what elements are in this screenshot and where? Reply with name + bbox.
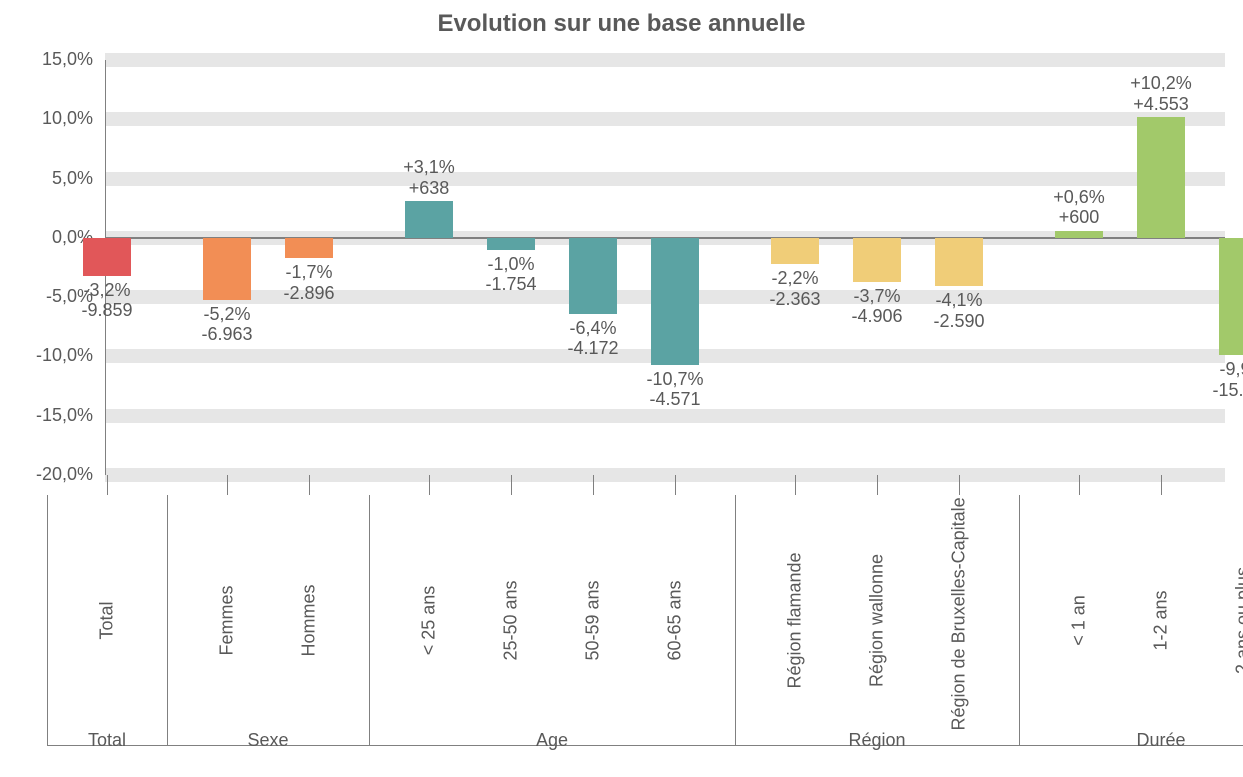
y-tick-label: -15,0% bbox=[0, 405, 93, 426]
category-tick bbox=[959, 475, 960, 495]
bar bbox=[1055, 231, 1103, 238]
category-tick bbox=[511, 475, 512, 495]
group-label: Age bbox=[369, 730, 735, 751]
y-tick-label: 5,0% bbox=[0, 168, 93, 189]
category-label: 1-2 ans bbox=[1151, 511, 1172, 731]
category-label: < 25 ans bbox=[419, 511, 440, 731]
category-tick bbox=[309, 475, 310, 495]
group-separator bbox=[735, 495, 736, 745]
bar-label: -10,7%-4.571 bbox=[620, 369, 730, 410]
y-tick-label: -10,0% bbox=[0, 345, 93, 366]
bar-label: -1,7%-2.896 bbox=[254, 262, 364, 303]
category-label: Région flamande bbox=[785, 511, 806, 731]
category-label: Hommes bbox=[299, 511, 320, 731]
category-label: 2 ans ou plus bbox=[1233, 511, 1243, 731]
category-tick bbox=[593, 475, 594, 495]
category-tick bbox=[107, 475, 108, 495]
category-tick bbox=[795, 475, 796, 495]
bar-label: -4,1%-2.590 bbox=[904, 290, 1014, 331]
group-separator bbox=[167, 495, 168, 745]
grid-band bbox=[105, 468, 1225, 482]
bar bbox=[203, 238, 251, 300]
y-tick-label: 10,0% bbox=[0, 108, 93, 129]
bar-label: +10,2%+4.553 bbox=[1106, 73, 1216, 114]
bar bbox=[285, 238, 333, 258]
category-label: Femmes bbox=[217, 511, 238, 731]
category-label: < 1 an bbox=[1069, 511, 1090, 731]
category-label: 50-59 ans bbox=[583, 511, 604, 731]
y-tick-label: -20,0% bbox=[0, 464, 93, 485]
bar-label: +3,1%+638 bbox=[374, 157, 484, 198]
category-tick bbox=[877, 475, 878, 495]
y-tick-label: 15,0% bbox=[0, 49, 93, 70]
bar bbox=[405, 201, 453, 238]
category-tick bbox=[1161, 475, 1162, 495]
category-label: 25-50 ans bbox=[501, 511, 522, 731]
bar bbox=[487, 238, 535, 250]
bar-label: -1,0%-1.754 bbox=[456, 254, 566, 295]
grid-band bbox=[105, 172, 1225, 186]
category-label: Région wallonne bbox=[867, 511, 888, 731]
y-tick-label: 0,0% bbox=[0, 227, 93, 248]
group-separator bbox=[1019, 495, 1020, 745]
bar-label: -3,2%-9.859 bbox=[52, 280, 162, 321]
category-label: 60-65 ans bbox=[665, 511, 686, 731]
bar bbox=[651, 238, 699, 365]
bar-label: +0,6%+600 bbox=[1024, 187, 1134, 228]
group-label: Région bbox=[735, 730, 1019, 751]
chart-title: Evolution sur une base annuelle bbox=[0, 10, 1243, 38]
bar bbox=[83, 238, 131, 276]
grid-band bbox=[105, 53, 1225, 67]
group-label: Sexe bbox=[167, 730, 369, 751]
grid-band bbox=[105, 112, 1225, 126]
bar bbox=[1219, 238, 1243, 355]
category-tick bbox=[1079, 475, 1080, 495]
category-tick bbox=[227, 475, 228, 495]
bar bbox=[771, 238, 819, 264]
category-tick bbox=[429, 475, 430, 495]
category-label: Total bbox=[97, 511, 118, 731]
grid-band bbox=[105, 409, 1225, 423]
group-label: Total bbox=[47, 730, 167, 751]
bar bbox=[569, 238, 617, 314]
category-tick bbox=[675, 475, 676, 495]
bar-label: -9,9%-15.012 bbox=[1188, 359, 1243, 400]
bar bbox=[853, 238, 901, 282]
bar bbox=[935, 238, 983, 287]
category-label: Région de Bruxelles-Capitale bbox=[949, 511, 970, 731]
bar-label: -5,2%-6.963 bbox=[172, 304, 282, 345]
group-separator bbox=[47, 495, 48, 745]
group-separator bbox=[369, 495, 370, 745]
group-label: Durée bbox=[1019, 730, 1243, 751]
bar bbox=[1137, 117, 1185, 238]
bar-label: -6,4%-4.172 bbox=[538, 318, 648, 359]
